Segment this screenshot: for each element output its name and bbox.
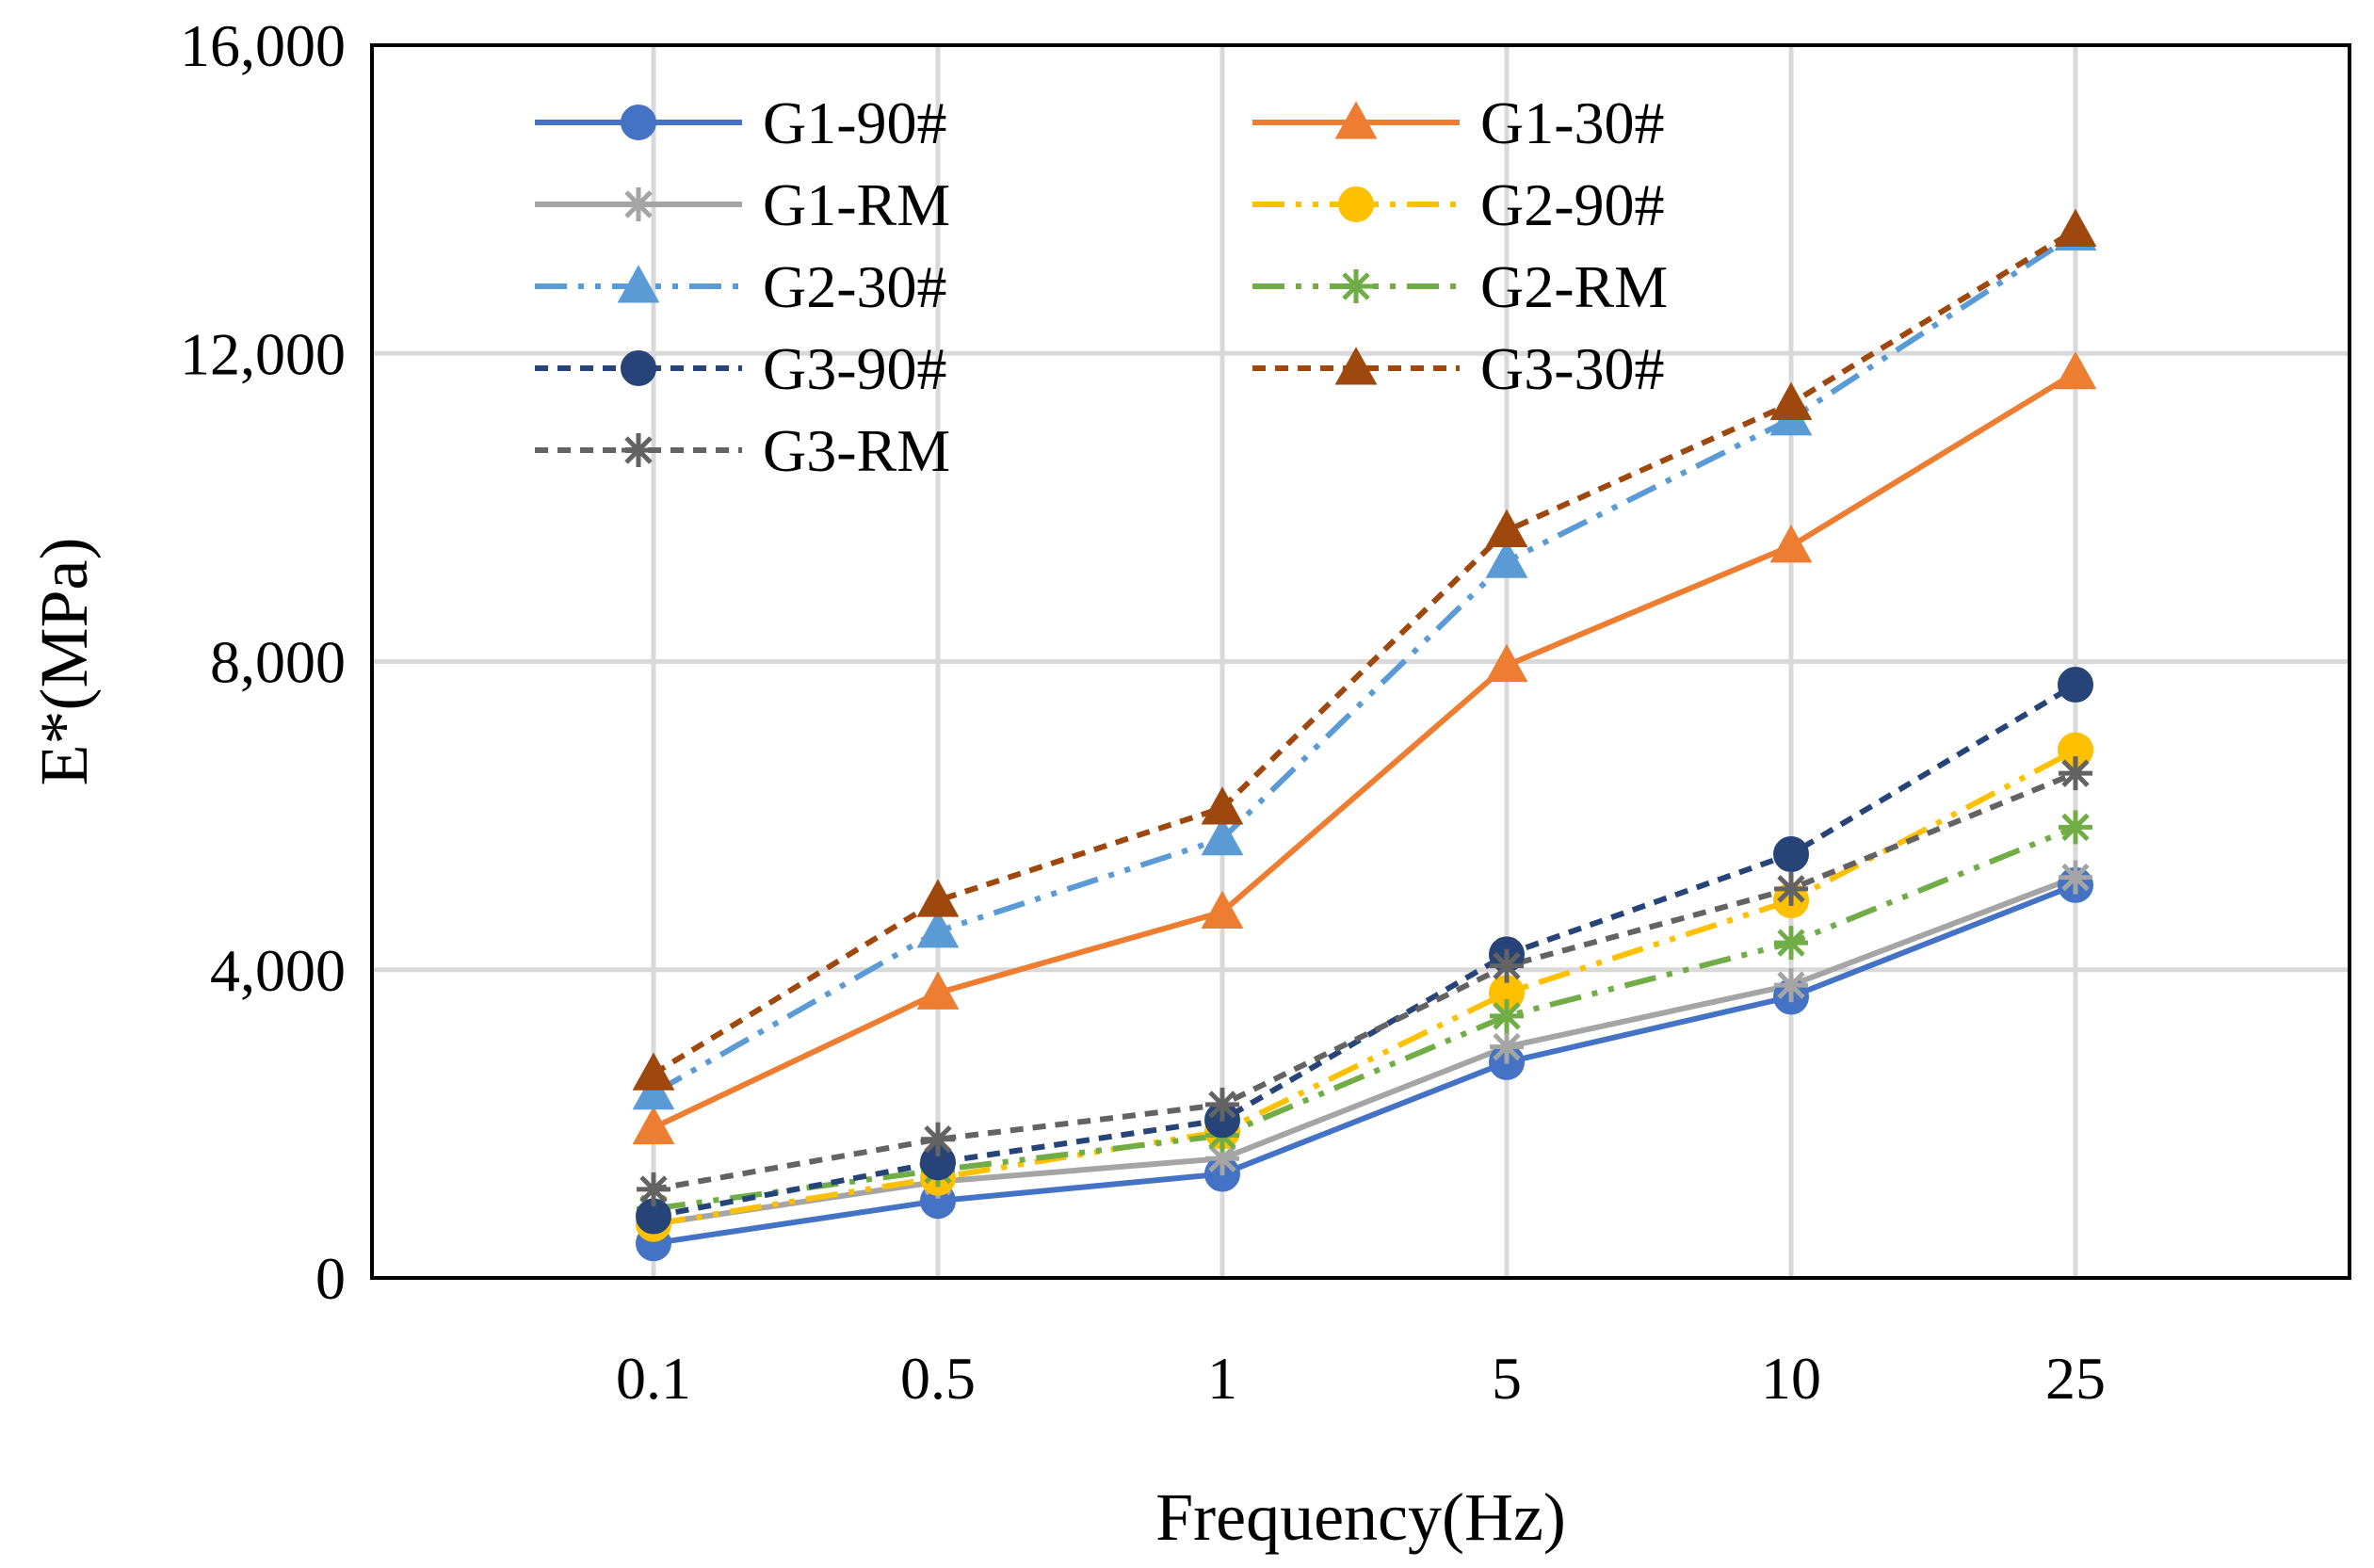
series-line-g1-30 (652, 370, 2077, 1131)
data-point-g2-rm (1774, 926, 1808, 961)
series-line-g1-90 (653, 881, 2077, 1247)
legend-label: G3-30# (1480, 335, 1665, 402)
x-tick-label: 0.1 (616, 1345, 691, 1412)
data-point-g3-90 (2058, 667, 2093, 703)
data-point-g3-30 (1485, 509, 1528, 547)
legend-item-g1-90: G1-90# (535, 89, 947, 156)
data-point-g1-rm (1490, 1029, 1524, 1064)
x-tick-label: 5 (1492, 1345, 1522, 1412)
data-point-g2-30 (1201, 816, 1244, 856)
data-point-g1-30 (1485, 643, 1528, 683)
legend-item-g1-30: G1-30# (1252, 89, 1665, 156)
legend-label: G2-RM (1480, 253, 1668, 320)
data-point-g1-30 (916, 971, 960, 1010)
y-tick-label: 0 (315, 1245, 346, 1312)
data-point-g1-rm (1774, 968, 1808, 1003)
data-point-g3-30 (632, 1052, 675, 1091)
y-tick-label: 12,000 (180, 320, 346, 387)
data-point-g1-30 (1769, 525, 1813, 563)
data-point-g1-rm (1205, 1141, 1239, 1176)
legend-item-g3-90: G3-90# (535, 335, 947, 402)
legend-swatch-marker (617, 265, 660, 303)
legend-label: G1-RM (763, 171, 950, 238)
data-point-g1-rm (2059, 860, 2092, 895)
data-point-g3-rm (1205, 1087, 1239, 1122)
legend-swatch-marker (1334, 347, 1378, 385)
y-tick-label: 16,000 (180, 12, 346, 79)
series-line-g2-rm (653, 824, 2077, 1212)
legend-label: G3-RM (763, 417, 950, 484)
legend: G1-90# G1-30# G1-RM G2-90# G2-30# G2-RM G3-90#… (535, 89, 1668, 484)
y-tick-label: 4,000 (210, 937, 346, 1004)
x-axis-ticks: 0.1 0.5 1 5 10 25 (616, 1345, 2106, 1412)
legend-swatch-marker (1339, 269, 1373, 303)
series-line-g2-30 (652, 231, 2077, 1096)
legend-item-g2-rm: G2-RM (1252, 253, 1668, 320)
legend-label: G3-90# (763, 335, 947, 402)
data-point-g1-30 (1201, 890, 1244, 929)
legend-label: G1-90# (763, 89, 947, 156)
data-point-g3-90 (1773, 836, 1809, 873)
series-line-g3-30 (652, 227, 2077, 1076)
legend-swatch-marker (622, 187, 655, 221)
legend-label: G2-90# (1480, 171, 1665, 238)
data-point-g3-30 (1769, 381, 1813, 420)
legend-label: G2-30# (763, 253, 947, 320)
data-point-g1-30 (2054, 350, 2097, 390)
legend-swatch-marker (621, 105, 656, 140)
data-point-g2-30 (1485, 540, 1528, 578)
series-line-g1-rm (653, 874, 2077, 1227)
legend-swatch-marker (621, 350, 656, 386)
x-axis-title: Frequency(Hz) (1155, 1479, 1566, 1555)
series-line-g2-90 (653, 747, 2077, 1227)
legend-item-g2-90: G2-90# (1252, 171, 1665, 238)
legend-swatch-marker (1338, 186, 1374, 222)
data-point-g3-rm (921, 1122, 955, 1156)
data-point-g2-30 (916, 910, 960, 948)
legend-item-g2-30: G2-30# (535, 253, 947, 320)
series-markers (632, 208, 2097, 1262)
series-line-g3-rm (653, 770, 2077, 1192)
y-tick-label: 8,000 (210, 629, 346, 696)
legend-swatch-marker (1334, 101, 1378, 139)
data-point-g1-30 (632, 1106, 675, 1145)
plot-area-border (370, 43, 2351, 1280)
data-point-g3-rm (1490, 948, 1524, 983)
x-tick-label: 1 (1207, 1345, 1237, 1412)
data-point-g2-30 (632, 1071, 675, 1110)
legend-item-g3-30: G3-30# (1252, 335, 1665, 402)
x-tick-label: 25 (2045, 1345, 2106, 1412)
data-point-g3-30 (2054, 208, 2097, 247)
x-tick-label: 10 (1761, 1345, 1821, 1412)
series-lines (652, 227, 2077, 1247)
legend-swatch-marker (622, 433, 655, 467)
legend-label: G1-30# (1480, 89, 1665, 156)
data-point-g3-rm (2059, 756, 2092, 791)
y-axis-ticks: 0 4,000 8,000 12,000 16,000 (180, 12, 346, 1312)
data-point-g2-rm (2059, 810, 2092, 845)
data-point-g3-rm (637, 1172, 670, 1206)
data-point-g3-rm (1774, 871, 1808, 906)
data-point-g3-30 (916, 879, 960, 917)
x-tick-label: 0.5 (900, 1345, 976, 1412)
y-axis-title: E*(MPa) (26, 538, 102, 786)
data-point-g2-rm (1490, 998, 1524, 1033)
legend-item-g1-rm: G1-RM (535, 171, 950, 238)
gridlines (372, 45, 2350, 1278)
legend-item-g3-rm: G3-RM (535, 417, 950, 484)
data-point-g3-30 (1201, 786, 1244, 825)
